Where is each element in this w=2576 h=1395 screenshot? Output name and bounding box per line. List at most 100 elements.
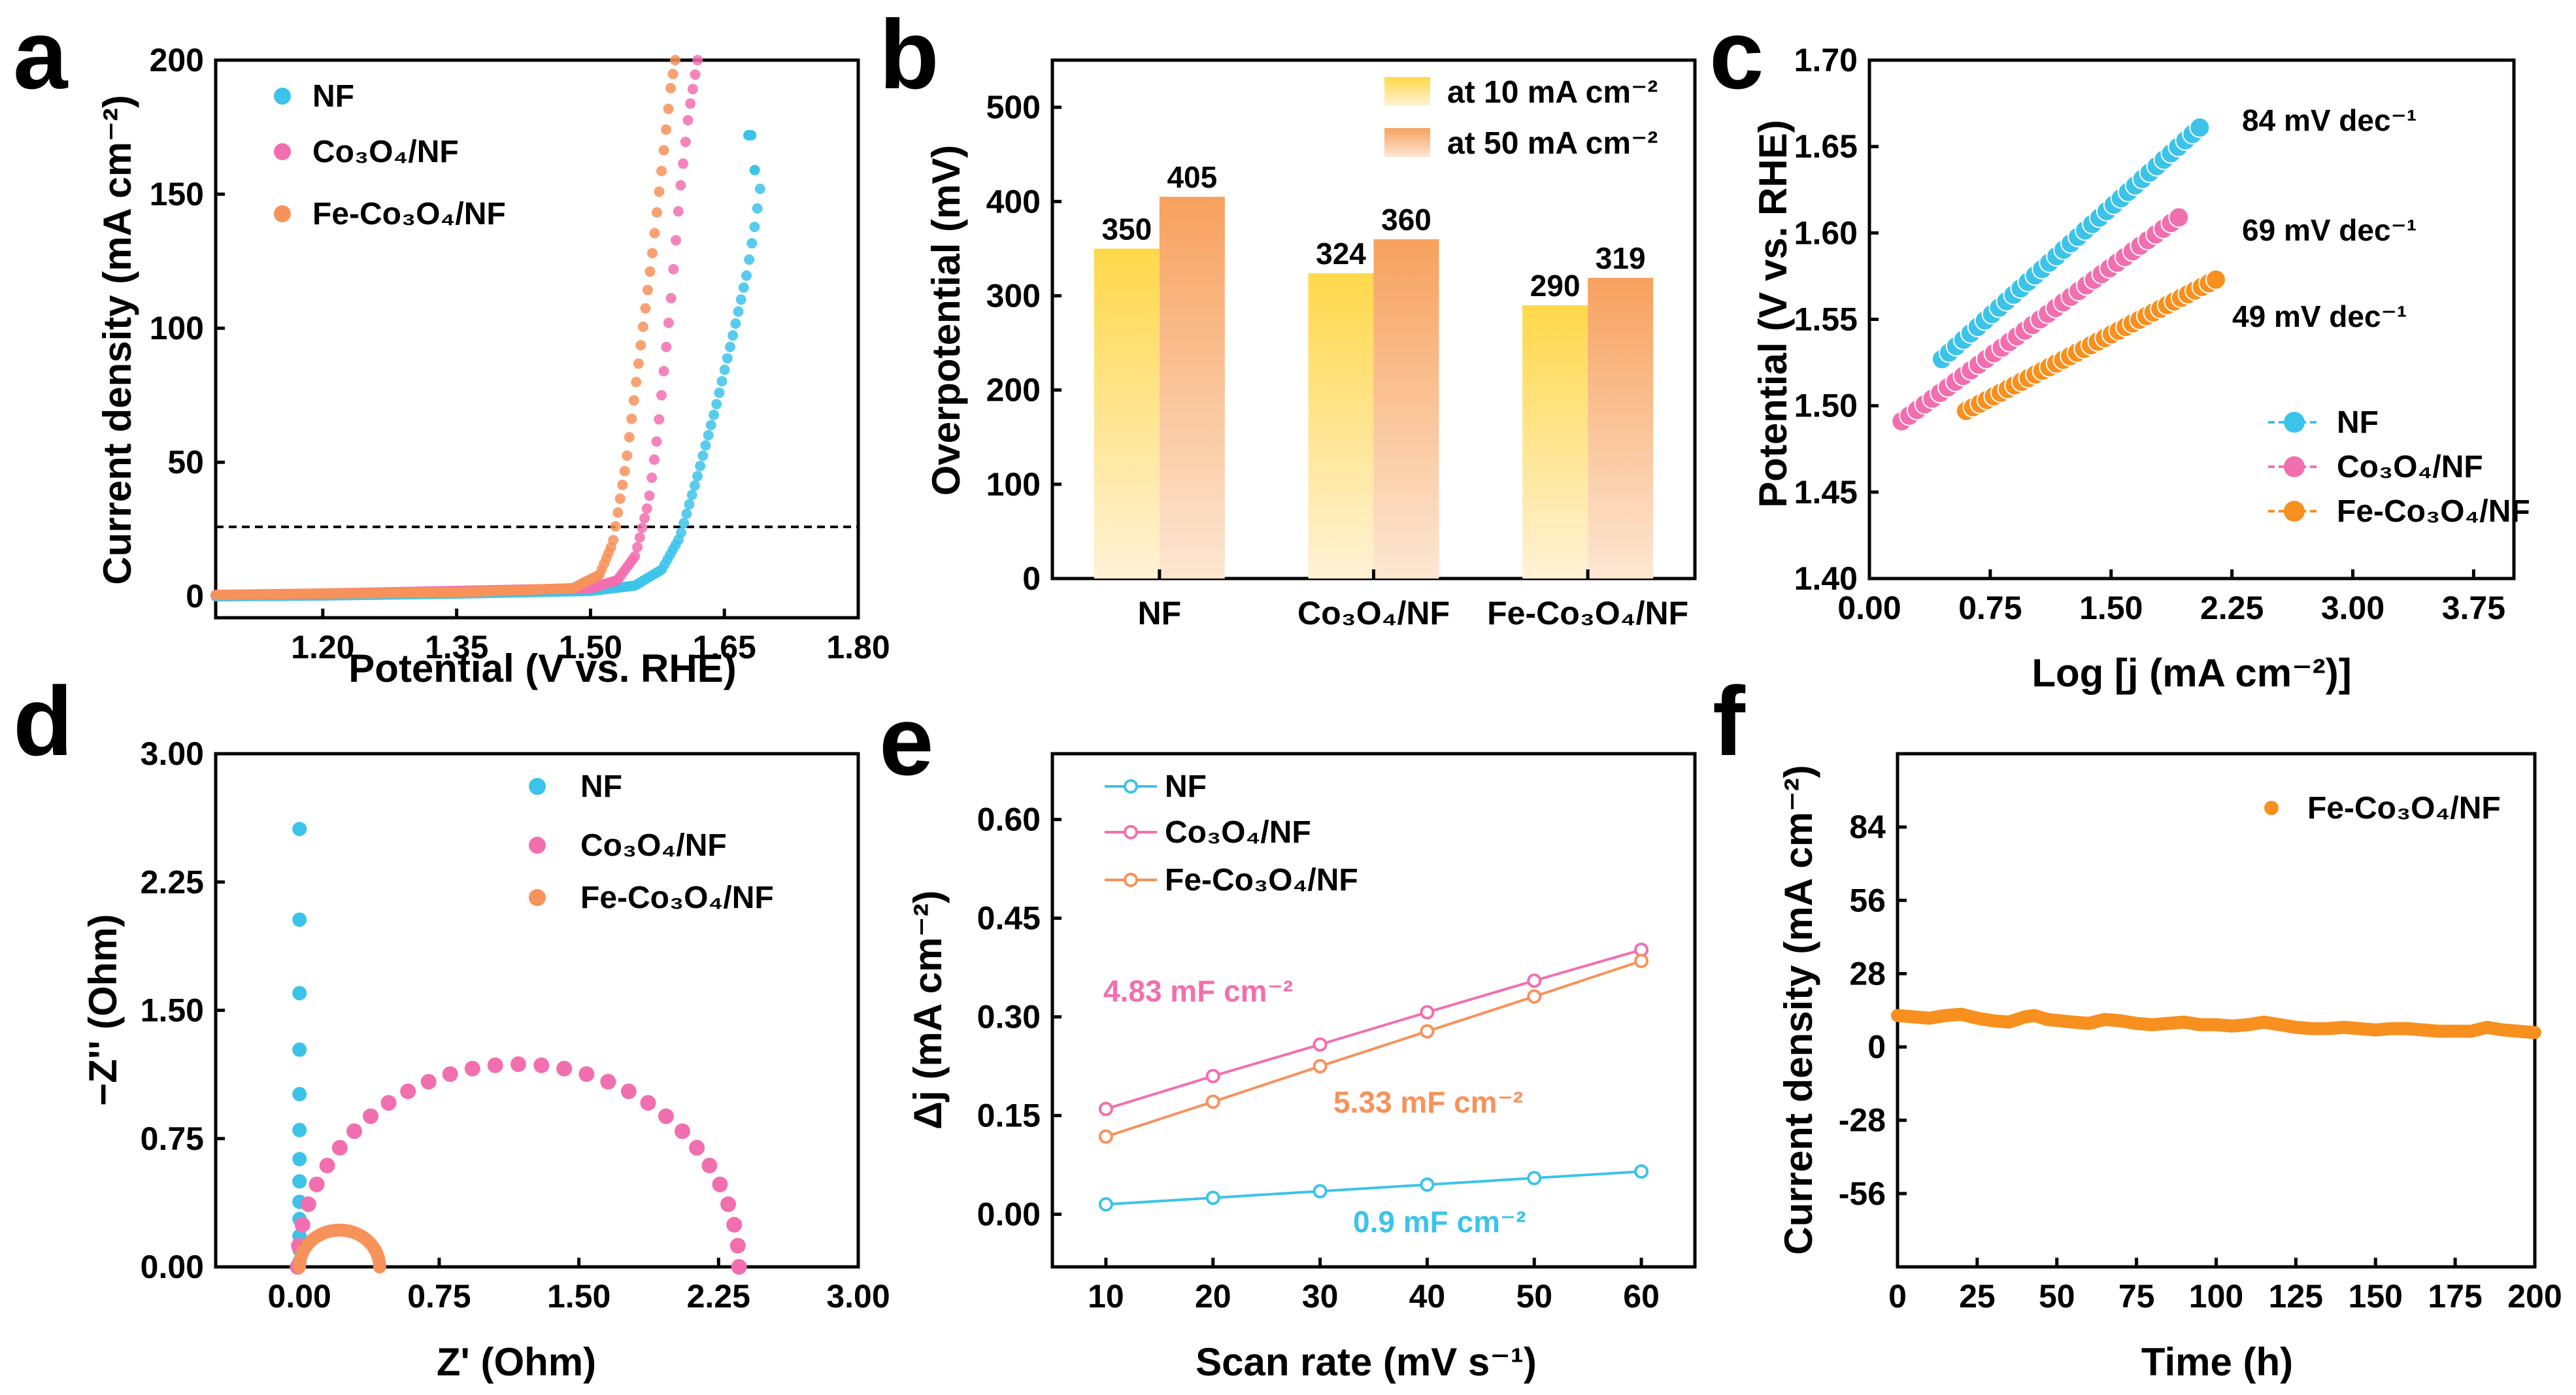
series-line-NF	[1105, 1170, 1642, 1206]
panel-label-c: c	[1709, 0, 1764, 109]
bar-2-1	[1588, 278, 1654, 579]
legend-label-co3o4: Co₃O₄/NF	[1165, 815, 1311, 850]
x-tick-label: 3.00	[826, 1278, 890, 1315]
data-point-Fe-Co3O4/NF	[626, 413, 637, 424]
panel-f-chart: 0 25 50 75 100 125 150 175 200 -56 -28 0 28 56 84 Fe-C…	[1777, 752, 2562, 1384]
panel-a-ylabel: Current density (mA cm⁻²)	[95, 95, 139, 585]
panel-c-ylabel: Potential (V vs. RHE)	[1751, 120, 1795, 507]
x-tick-label: 2.25	[2200, 590, 2264, 626]
legend-label-feco3o4: Fe-Co₃O₄/NF	[2307, 791, 2501, 826]
panel-label-f: f	[1713, 666, 1746, 776]
x-tick-label: 30	[1302, 1278, 1339, 1315]
data-point-Fe-Co3O4/NF	[2205, 269, 2226, 290]
data-point-NF	[703, 429, 714, 441]
legend-marker-co3o4	[274, 143, 291, 160]
anno-nf-capacitance: 0.9 mF cm⁻²	[1353, 1205, 1526, 1239]
data-point-Fe-Co3O4/NF	[610, 521, 621, 532]
data-point-Fe-Co3O4/NF	[373, 1260, 386, 1273]
data-point-NF	[678, 518, 690, 529]
y-tick-label: 0	[1867, 1029, 1886, 1066]
data-point-Fe-Co3O4/NF	[656, 165, 667, 176]
data-point-Co3O4/NF	[692, 55, 703, 65]
y-tick-label: 1.65	[1794, 128, 1858, 165]
x-tick-label: 50	[1516, 1278, 1552, 1315]
legend-marker-co3o4	[529, 837, 546, 854]
legend-marker-feco3o4	[2284, 501, 2305, 522]
data-point-Co3O4/NF	[720, 1196, 737, 1213]
data-point-Co3O4/NF	[1098, 1101, 1113, 1117]
data-point-Fe-Co3O4/NF	[667, 69, 678, 80]
panel-d-series	[290, 822, 747, 1275]
data-point-NF	[292, 1152, 307, 1167]
bar-value-label: 324	[1316, 237, 1366, 271]
data-point-Co3O4/NF	[510, 1056, 527, 1072]
data-point-Co3O4/NF	[663, 317, 675, 328]
panel-a-legend: NF Co₃O₄/NF Fe-Co₃O₄/NF	[274, 79, 506, 231]
panel-e-chart: 10 20 30 40 50 60 0.00 0.15 0.30 0.45 0.60 NF Co₃O…	[906, 752, 1697, 1384]
x-tick-label: 50	[2039, 1278, 2075, 1315]
anno-co3o4-capacitance: 4.83 mF cm⁻²	[1103, 974, 1293, 1008]
data-point-NF	[681, 508, 692, 519]
panel-label-a: a	[13, 0, 69, 109]
data-point-Co3O4/NF	[640, 1095, 656, 1111]
data-point-NF	[292, 822, 307, 837]
data-point-NF	[741, 270, 752, 281]
y-tick-label: 56	[1849, 882, 1886, 918]
data-point-Co3O4/NF	[690, 69, 701, 80]
panel-e-ticks: 10 20 30 40 50 60 0.00 0.15 0.30 0.45 0.60	[977, 801, 1660, 1315]
data-point-Fe-Co3O4/NF	[663, 103, 674, 114]
x-tick-label: 25	[1959, 1278, 1996, 1315]
data-point-Fe-Co3O4/NF	[619, 465, 630, 477]
data-point-Co3O4/NF	[648, 454, 660, 465]
x-tick-label: 60	[1623, 1278, 1660, 1315]
data-point-Co3O4/NF	[487, 1057, 503, 1073]
data-point-NF	[686, 490, 697, 501]
data-point-Co3O4/NF	[658, 365, 669, 377]
data-point-Fe-Co3O4/NF	[651, 207, 662, 218]
panel-f-frame	[1896, 752, 2537, 1269]
y-tick-label: 1.55	[1794, 301, 1858, 338]
data-point-NF	[733, 306, 744, 317]
data-point-Co3O4/NF	[1205, 1069, 1220, 1084]
tafel-slope-label: 49 mV dec⁻¹	[2232, 299, 2407, 333]
data-point-Fe-Co3O4/NF	[649, 227, 660, 239]
data-point-Co3O4/NF	[701, 1157, 718, 1173]
bar-0-1	[1159, 197, 1225, 579]
data-point-Fe-Co3O4/NF	[646, 248, 658, 259]
data-point-NF	[711, 399, 722, 410]
data-point-Co3O4/NF	[380, 1095, 397, 1111]
data-point-Co3O4/NF	[689, 1139, 705, 1156]
data-point-Fe-Co3O4/NF	[1098, 1129, 1113, 1144]
panel-e-series	[1098, 942, 1649, 1212]
panel-d-chart: 0.00 0.75 1.50 2.25 3.00 0.00 0.75 1.50 2.25 3.00…	[81, 735, 890, 1384]
data-point-NF	[719, 364, 730, 375]
legend-marker-nf	[529, 778, 546, 795]
legend-label-feco3o4: Fe-Co₃O₄/NF	[312, 197, 506, 231]
data-point-Co3O4/NF	[656, 390, 667, 401]
legend-label-feco3o4: Fe-Co₃O₄/NF	[580, 881, 774, 915]
data-point-Fe-Co3O4/NF	[665, 82, 677, 93]
legend-swatch-50mA	[1384, 128, 1430, 157]
panel-f-ylabel: Current density (mA cm⁻²)	[1777, 765, 1820, 1255]
data-point-NF	[695, 460, 706, 471]
y-tick-label: 200	[986, 372, 1041, 409]
panel-f-series	[1891, 1007, 2541, 1039]
x-tick-label: 175	[2428, 1278, 2482, 1315]
legend-label-co3o4: Co₃O₄/NF	[580, 828, 727, 863]
x-tick-label: 0.75	[407, 1278, 471, 1315]
data-point-Fe-Co3O4/NF	[617, 479, 628, 490]
data-point-Co3O4/NF	[620, 1083, 637, 1100]
data-point-Fe-Co3O4/NF	[614, 493, 626, 504]
data-point-Fe-Co3O4/NF	[628, 395, 639, 406]
data-point-Co3O4/NF	[309, 1176, 325, 1192]
data-point-Co3O4/NF	[668, 263, 679, 275]
data-point-Co3O4/NF	[680, 137, 691, 148]
data-point-Co3O4/NF	[682, 114, 694, 126]
x-tick-label: 40	[1409, 1278, 1446, 1315]
y-tick-label: -56	[1839, 1175, 1886, 1212]
panel-d-xlabel: Z' (Ohm)	[437, 1340, 596, 1384]
panel-e-xlabel: Scan rate (mV s⁻¹)	[1196, 1340, 1537, 1384]
bar-0-0	[1094, 248, 1160, 579]
data-point-NF	[705, 420, 716, 431]
panel-b-ylabel: Overpotential (mV)	[924, 145, 968, 496]
